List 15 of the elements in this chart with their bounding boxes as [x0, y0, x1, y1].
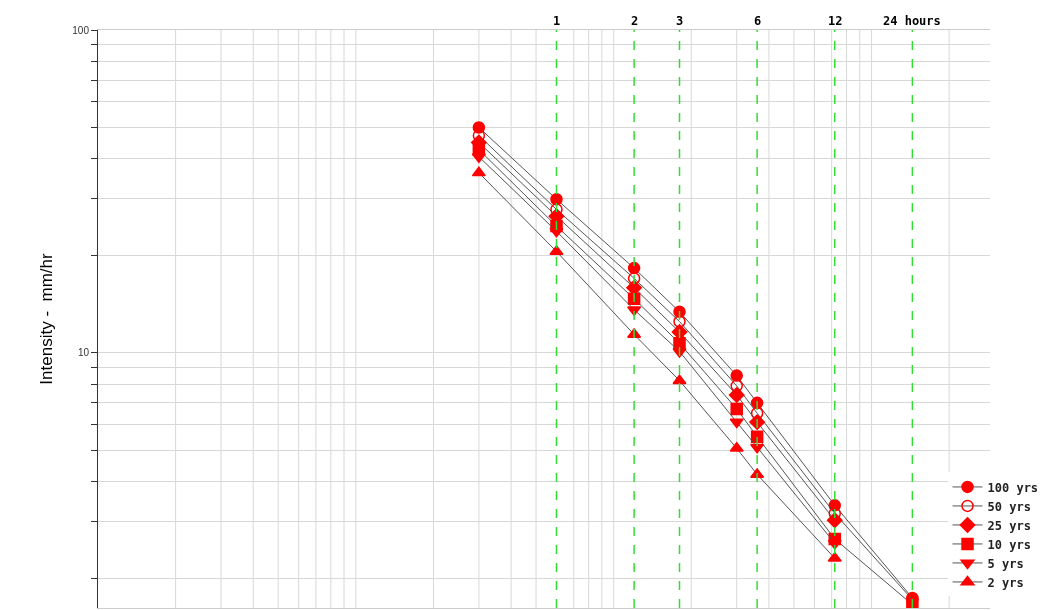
y-axis-title: Intensity - mm/hr [36, 253, 56, 385]
ref-line-label: 24 hours [883, 14, 941, 28]
ref-line-label: 2 [631, 14, 639, 28]
ref-line-label: 6 [754, 14, 762, 28]
legend-label: 2 yrs [987, 575, 1024, 590]
ref-line-label: 1 [553, 14, 561, 28]
legend-label: 10 yrs [987, 537, 1031, 552]
ref-line-label: 12 [828, 14, 843, 28]
legend-label: 5 yrs [987, 556, 1024, 571]
y-tick-label: 10 [77, 347, 90, 359]
legend-label: 50 yrs [987, 499, 1031, 514]
legend-label: 100 yrs [987, 480, 1039, 495]
ref-line-label: 3 [676, 14, 684, 28]
y-tick-label: 100 [72, 24, 90, 36]
legend-label: 25 yrs [987, 518, 1031, 533]
